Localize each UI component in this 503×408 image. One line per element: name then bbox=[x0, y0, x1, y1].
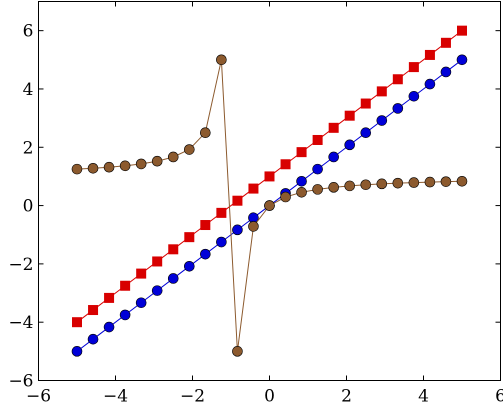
data-point-square bbox=[216, 207, 227, 218]
data-point-circle bbox=[216, 236, 227, 248]
data-point-circle bbox=[328, 182, 339, 193]
data-point-square bbox=[296, 147, 307, 158]
data-point-square bbox=[104, 292, 115, 303]
tick-layer: −6 −4 −2 0 2 4 6 −6 −4 −2 0 2 4 6 bbox=[8, 1, 503, 407]
data-point-square bbox=[136, 268, 147, 279]
data-point-circle bbox=[71, 163, 83, 175]
data-point-square bbox=[88, 305, 99, 316]
y-tick-label: 4 bbox=[23, 80, 34, 100]
data-point-circle bbox=[119, 309, 131, 321]
data-point-circle bbox=[424, 78, 436, 90]
data-point-circle bbox=[280, 191, 291, 203]
data-point-circle bbox=[184, 144, 195, 155]
data-point-circle bbox=[312, 184, 323, 195]
data-point-square bbox=[280, 159, 291, 170]
data-point-circle bbox=[408, 90, 420, 102]
data-point-circle bbox=[151, 155, 163, 167]
series-2 bbox=[72, 25, 467, 328]
data-point-circle bbox=[376, 115, 388, 126]
data-point-square bbox=[120, 280, 131, 291]
data-point-circle bbox=[87, 333, 99, 345]
data-point-circle bbox=[312, 163, 323, 175]
data-point-circle bbox=[232, 346, 243, 357]
data-point-circle bbox=[440, 66, 452, 78]
data-point-square bbox=[184, 232, 195, 243]
data-point-square bbox=[232, 195, 243, 206]
data-point-circle bbox=[392, 177, 404, 189]
series-layer bbox=[71, 25, 468, 357]
data-point-circle bbox=[184, 261, 195, 272]
data-point-circle bbox=[392, 103, 404, 114]
data-point-circle bbox=[296, 175, 307, 187]
data-point-circle bbox=[151, 285, 163, 296]
data-point-square bbox=[392, 74, 403, 85]
data-point-circle bbox=[328, 151, 339, 163]
data-point-circle bbox=[232, 224, 243, 236]
series-3 bbox=[71, 54, 468, 357]
y-tick-label: −4 bbox=[8, 313, 33, 333]
data-point-square bbox=[312, 134, 323, 145]
y-tick-label: 6 bbox=[23, 22, 34, 42]
data-point-circle bbox=[456, 54, 468, 66]
data-point-square bbox=[408, 62, 419, 73]
data-point-circle bbox=[360, 127, 372, 138]
data-point-circle bbox=[87, 162, 99, 174]
data-point-square bbox=[376, 86, 387, 97]
data-point-circle bbox=[408, 177, 420, 188]
data-point-square bbox=[264, 171, 275, 182]
data-point-circle bbox=[200, 127, 211, 138]
y-tick-label: 0 bbox=[23, 197, 34, 217]
data-point-square bbox=[200, 220, 211, 231]
data-point-circle bbox=[344, 180, 355, 192]
data-point-circle bbox=[376, 178, 388, 190]
data-point-square bbox=[360, 98, 371, 109]
data-point-circle bbox=[264, 200, 275, 211]
x-tick-label: 6 bbox=[495, 387, 503, 407]
data-point-square bbox=[440, 37, 451, 48]
x-tick-label: 2 bbox=[341, 387, 352, 407]
y-tick-label: −6 bbox=[8, 372, 33, 392]
data-point-circle bbox=[167, 151, 179, 163]
data-point-circle bbox=[344, 139, 355, 151]
data-point-circle bbox=[440, 176, 452, 187]
x-tick-label: 0 bbox=[264, 387, 275, 407]
data-point-circle bbox=[216, 54, 227, 66]
x-tick-label: −2 bbox=[180, 387, 205, 407]
data-point-circle bbox=[296, 187, 307, 198]
data-point-square bbox=[152, 256, 163, 267]
data-point-circle bbox=[248, 221, 259, 232]
x-tick-label: −4 bbox=[103, 387, 128, 407]
data-point-circle bbox=[360, 179, 372, 191]
data-point-circle bbox=[71, 346, 83, 357]
y-tick-label: 2 bbox=[23, 138, 34, 158]
data-point-circle bbox=[456, 175, 468, 187]
data-point-circle bbox=[200, 248, 211, 260]
data-point-square bbox=[248, 183, 259, 194]
data-point-square bbox=[457, 25, 467, 36]
data-point-circle bbox=[119, 160, 131, 172]
data-point-square bbox=[424, 49, 435, 60]
data-point-circle bbox=[103, 321, 115, 333]
data-point-circle bbox=[424, 176, 436, 188]
x-tick-label: 4 bbox=[418, 387, 429, 407]
data-point-square bbox=[344, 110, 355, 121]
data-point-square bbox=[168, 244, 179, 255]
x-tick-label: −6 bbox=[26, 387, 51, 407]
data-point-square bbox=[328, 122, 339, 133]
y-tick-label: −2 bbox=[8, 255, 33, 275]
data-point-circle bbox=[135, 158, 147, 170]
data-point-square bbox=[72, 317, 82, 328]
data-point-circle bbox=[103, 161, 115, 173]
data-point-circle bbox=[167, 273, 179, 284]
data-point-circle bbox=[135, 297, 147, 309]
